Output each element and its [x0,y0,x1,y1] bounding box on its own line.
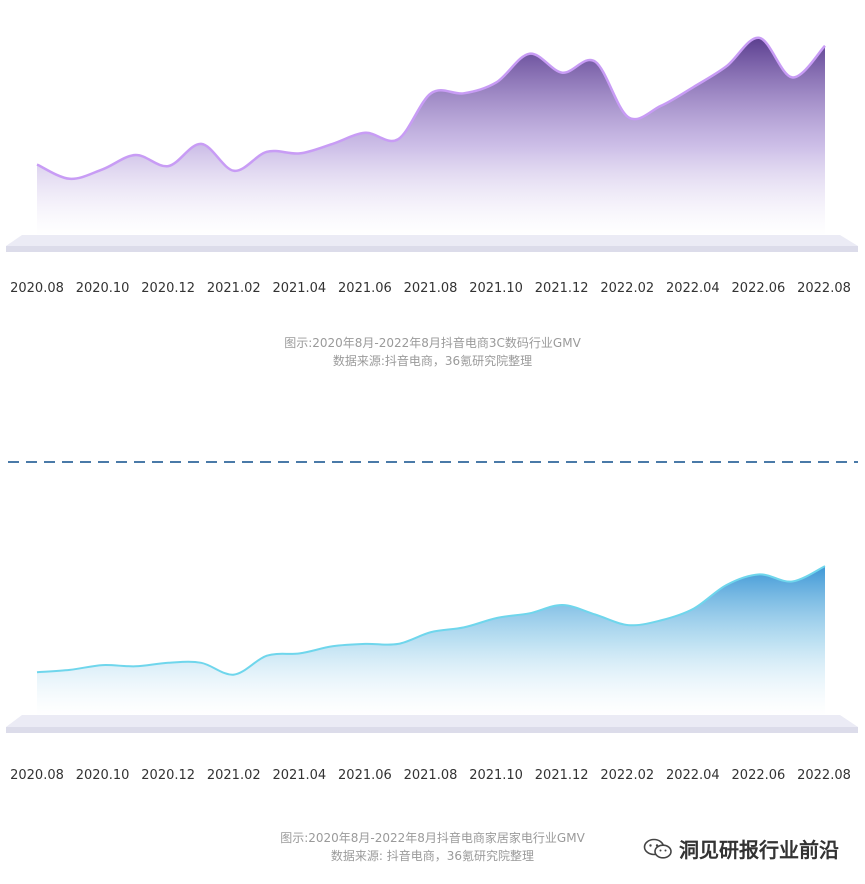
x-tick-label: 2020.10 [76,768,130,783]
x-axis: 2020.08 2020.10 2020.12 2021.02 2021.04 2021.… [10,768,851,783]
chart1-caption-source: 数据来源:抖音电商，36氪研究院整理 [332,354,533,368]
x-tick-label: 2021.12 [535,768,589,783]
x-tick-label: 2021.08 [404,281,458,296]
x-tick-label: 2020.08 [10,768,64,783]
x-tick-label: 2022.08 [797,768,851,783]
x-tick-label: 2021.04 [272,768,326,783]
area-fill [37,566,825,716]
x-tick-label: 2022.02 [600,281,654,296]
watermark: 洞见研报行业前沿 [643,834,839,863]
x-tick-label: 2021.06 [338,281,392,296]
x-tick-label: 2022.06 [732,281,786,296]
x-tick-label: 2020.12 [141,281,195,296]
chart2-caption-title: 图示:2020年8月-2022年8月抖音电商家居家电行业GMV [280,831,585,845]
x-tick-label: 2021.06 [338,768,392,783]
watermark-text: 洞见研报行业前沿 [679,838,839,862]
chart1-caption-title: 图示:2020年8月-2022年8月抖音电商3C数码行业GMV [284,336,581,350]
x-tick-label: 2021.02 [207,768,261,783]
x-tick-label: 2021.10 [469,768,523,783]
chart2-caption: 图示:2020年8月-2022年8月抖音电商家居家电行业GMV 数据来源: 抖音… [0,829,865,865]
x-tick-label: 2022.04 [666,768,720,783]
x-tick-label: 2022.08 [797,281,851,296]
series-line [36,565,826,676]
x-tick-label: 2022.02 [600,768,654,783]
x-tick-label: 2021.02 [207,281,261,296]
x-axis: 2020.08 2020.10 2020.12 2021.02 2021.04 2021.… [10,281,851,296]
chart2-caption-source: 数据来源: 抖音电商，36氪研究院整理 [330,849,535,863]
area-fill [37,37,825,236]
x-tick-label: 2021.12 [535,281,589,296]
x-tick-label: 2022.04 [666,281,720,296]
x-tick-label: 2021.08 [404,768,458,783]
x-tick-label: 2022.06 [732,768,786,783]
series-line [36,36,826,181]
base-plate-top [6,235,858,246]
base-plate-front [6,727,858,733]
x-tick-label: 2021.10 [469,281,523,296]
chart1-caption: 图示:2020年8月-2022年8月抖音电商3C数码行业GMV 数据来源:抖音电… [0,334,865,370]
x-tick-label: 2020.12 [141,768,195,783]
x-tick-label: 2020.10 [76,281,130,296]
chart-home-appliance-gmv: 2020.08 2020.10 2020.12 2021.02 2021.04 2021.… [6,565,858,783]
chart-3c-gmv: 2020.08 2020.10 2020.12 2021.02 2021.04 2021.… [6,36,858,296]
x-tick-label: 2021.04 [272,281,326,296]
base-plate-top [6,715,858,727]
base-plate-front [6,246,858,252]
x-tick-label: 2020.08 [10,281,64,296]
wechat-icon [643,838,672,859]
